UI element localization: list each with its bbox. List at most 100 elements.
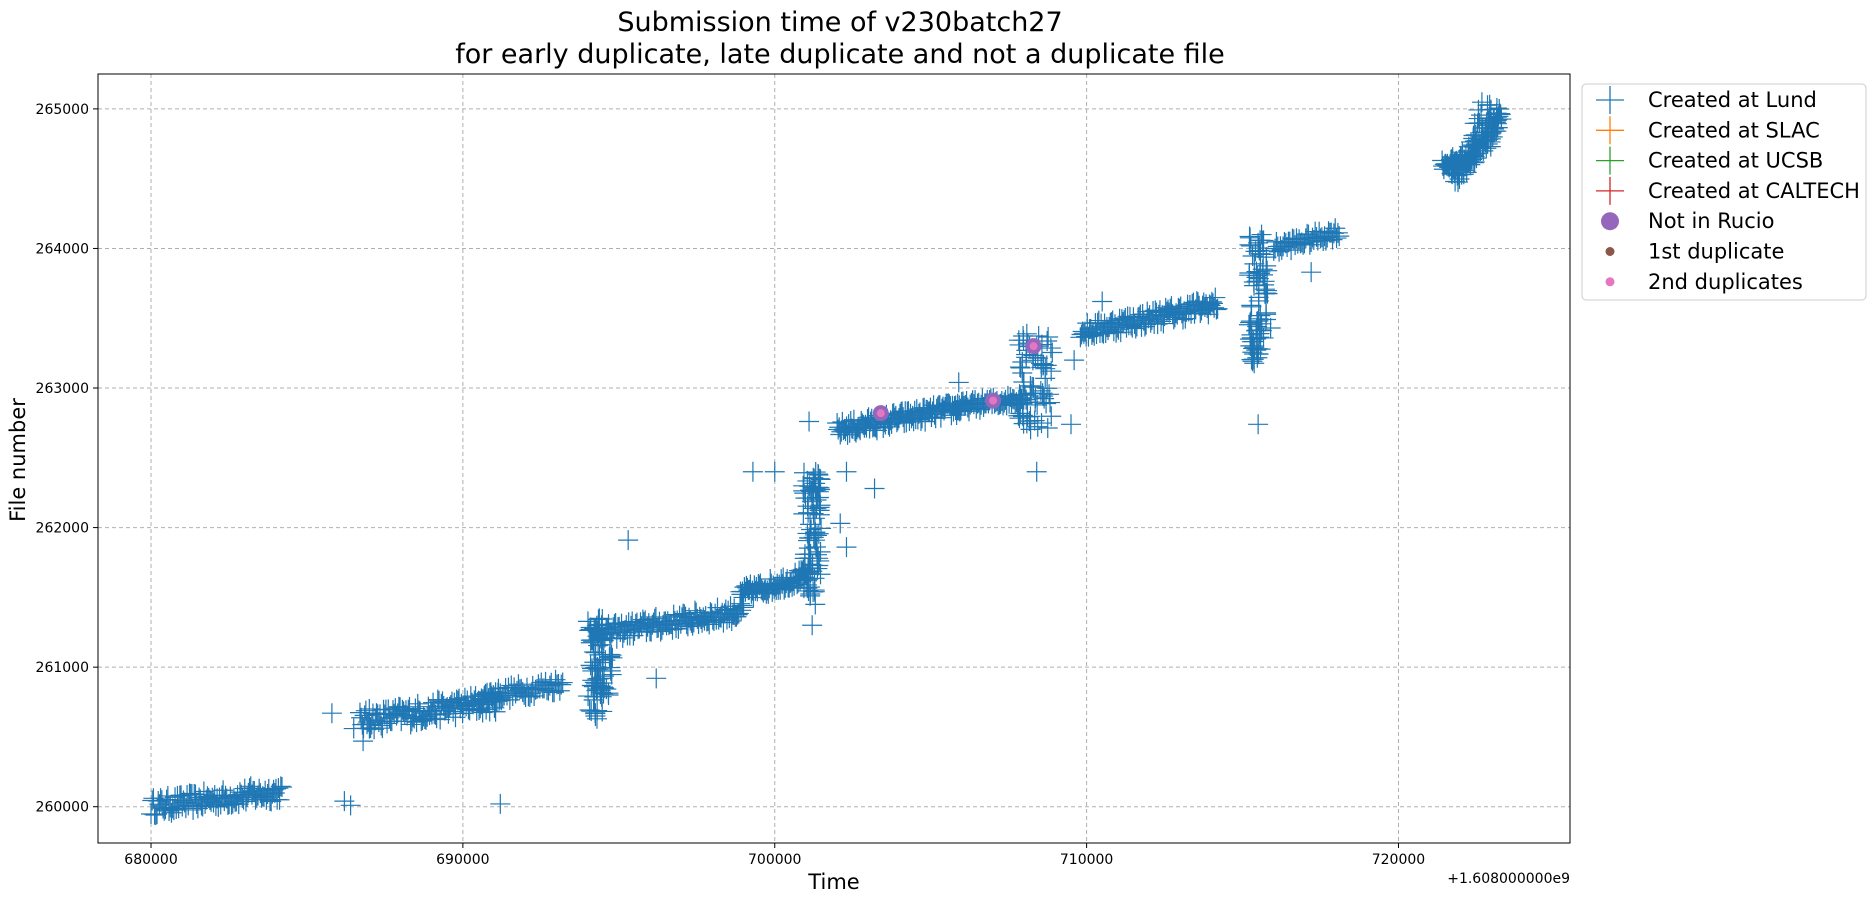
lund-point: [1025, 392, 1046, 413]
lund-point: [1020, 406, 1041, 427]
lund-point: [806, 498, 827, 519]
lund-point: [1010, 385, 1031, 406]
legend-marker: [1605, 277, 1615, 287]
lund-point: [864, 478, 885, 499]
lund-point: [904, 400, 925, 421]
lund-point: [577, 611, 598, 632]
lund-point: [490, 793, 511, 814]
x-tick-label: 700000: [748, 852, 801, 868]
lund-point: [809, 497, 830, 518]
lund-point: [485, 701, 506, 722]
lund-point: [1256, 304, 1277, 325]
legend-label: Created at UCSB: [1648, 149, 1823, 173]
legend-marker: [1605, 247, 1615, 256]
lund-point: [268, 778, 289, 799]
lund-point: [793, 559, 814, 580]
lund-point: [797, 496, 818, 517]
lund-point: [803, 467, 824, 488]
lund-point: [1153, 313, 1174, 334]
lund-point: [595, 650, 616, 671]
lund-point: [1241, 349, 1262, 370]
lund-point: [1473, 129, 1494, 150]
lund-point: [1329, 226, 1350, 247]
lund-point: [1027, 416, 1048, 437]
lund-point: [321, 703, 342, 724]
legend-marker: [1596, 86, 1624, 114]
x-tick-label: 710000: [1060, 852, 1113, 868]
legend-marker: [1596, 176, 1624, 205]
lund-point: [269, 789, 290, 810]
lund-point: [586, 615, 607, 636]
lund-point: [804, 530, 825, 551]
lund-point: [272, 777, 292, 798]
lund-point: [1243, 335, 1264, 356]
lund-point: [1241, 327, 1262, 348]
lund-point: [797, 470, 818, 491]
legend-frame: [1581, 83, 1867, 301]
lund-point: [1252, 230, 1273, 251]
y-tick-label: 264000: [36, 241, 89, 257]
x-tick-label: 690000: [436, 852, 489, 868]
lund-point: [784, 575, 805, 596]
lund-point: [801, 519, 822, 540]
lund-point: [668, 618, 689, 639]
second-duplicate-point: [876, 409, 885, 418]
lund-point: [742, 461, 763, 482]
data-points: [141, 92, 1512, 826]
lund-point: [160, 797, 181, 818]
lund-point: [1489, 99, 1510, 120]
lund-point: [353, 731, 374, 752]
lund-point: [585, 703, 606, 724]
lund-point: [1254, 279, 1275, 300]
lund-point: [1081, 324, 1102, 345]
lund-point: [948, 372, 969, 393]
lund-point: [1468, 99, 1489, 120]
lund-point: [1245, 241, 1266, 262]
legend-label: Created at CALTECH: [1648, 179, 1860, 203]
x-tick-label: 720000: [1372, 852, 1425, 868]
lund-point: [836, 537, 857, 558]
lund-point: [1478, 113, 1499, 134]
lund-point: [1125, 318, 1146, 339]
lund-point: [1040, 338, 1061, 359]
lund-point: [265, 778, 286, 799]
lund-point: [1042, 342, 1063, 363]
lund-point: [1020, 383, 1041, 404]
lund-point: [185, 784, 206, 805]
lund-point: [1064, 350, 1085, 371]
lund-point: [1260, 318, 1281, 339]
lund-point: [579, 699, 600, 720]
lund-point: [1301, 262, 1322, 283]
lund-point: [921, 406, 942, 427]
lund-point: [1247, 338, 1268, 359]
legend-label: Created at SLAC: [1648, 118, 1820, 142]
y-axis-label: File number: [6, 398, 30, 522]
lund-point: [1206, 299, 1227, 320]
x-tick-label: 680000: [124, 852, 177, 868]
lund-point: [807, 544, 828, 565]
lund-point: [1240, 227, 1261, 248]
lund-point: [1039, 384, 1060, 405]
lund-point: [343, 718, 364, 739]
lund-point: [1011, 388, 1032, 409]
lund-point: [586, 708, 607, 729]
lund-point: [807, 525, 828, 546]
lund-point: [1325, 218, 1346, 239]
lund-point: [1246, 340, 1267, 361]
lund-point: [594, 666, 615, 687]
lund-point: [1070, 327, 1091, 348]
lund-point: [713, 612, 734, 633]
lund-point: [803, 581, 824, 602]
lund-point: [1244, 253, 1265, 274]
lund-point: [1477, 95, 1498, 116]
axis-ticks: 680000 690000 700000 710000 720000 260000 2610…: [36, 102, 1426, 868]
lund-point: [1061, 414, 1082, 435]
lund-point: [1253, 244, 1274, 265]
lund-point: [805, 594, 826, 615]
lund-point: [205, 795, 226, 816]
lund-point: [183, 799, 204, 820]
lund-point: [1168, 297, 1189, 318]
lund-point: [1251, 224, 1272, 245]
lund-point: [1326, 228, 1347, 249]
lund-point: [590, 678, 611, 699]
